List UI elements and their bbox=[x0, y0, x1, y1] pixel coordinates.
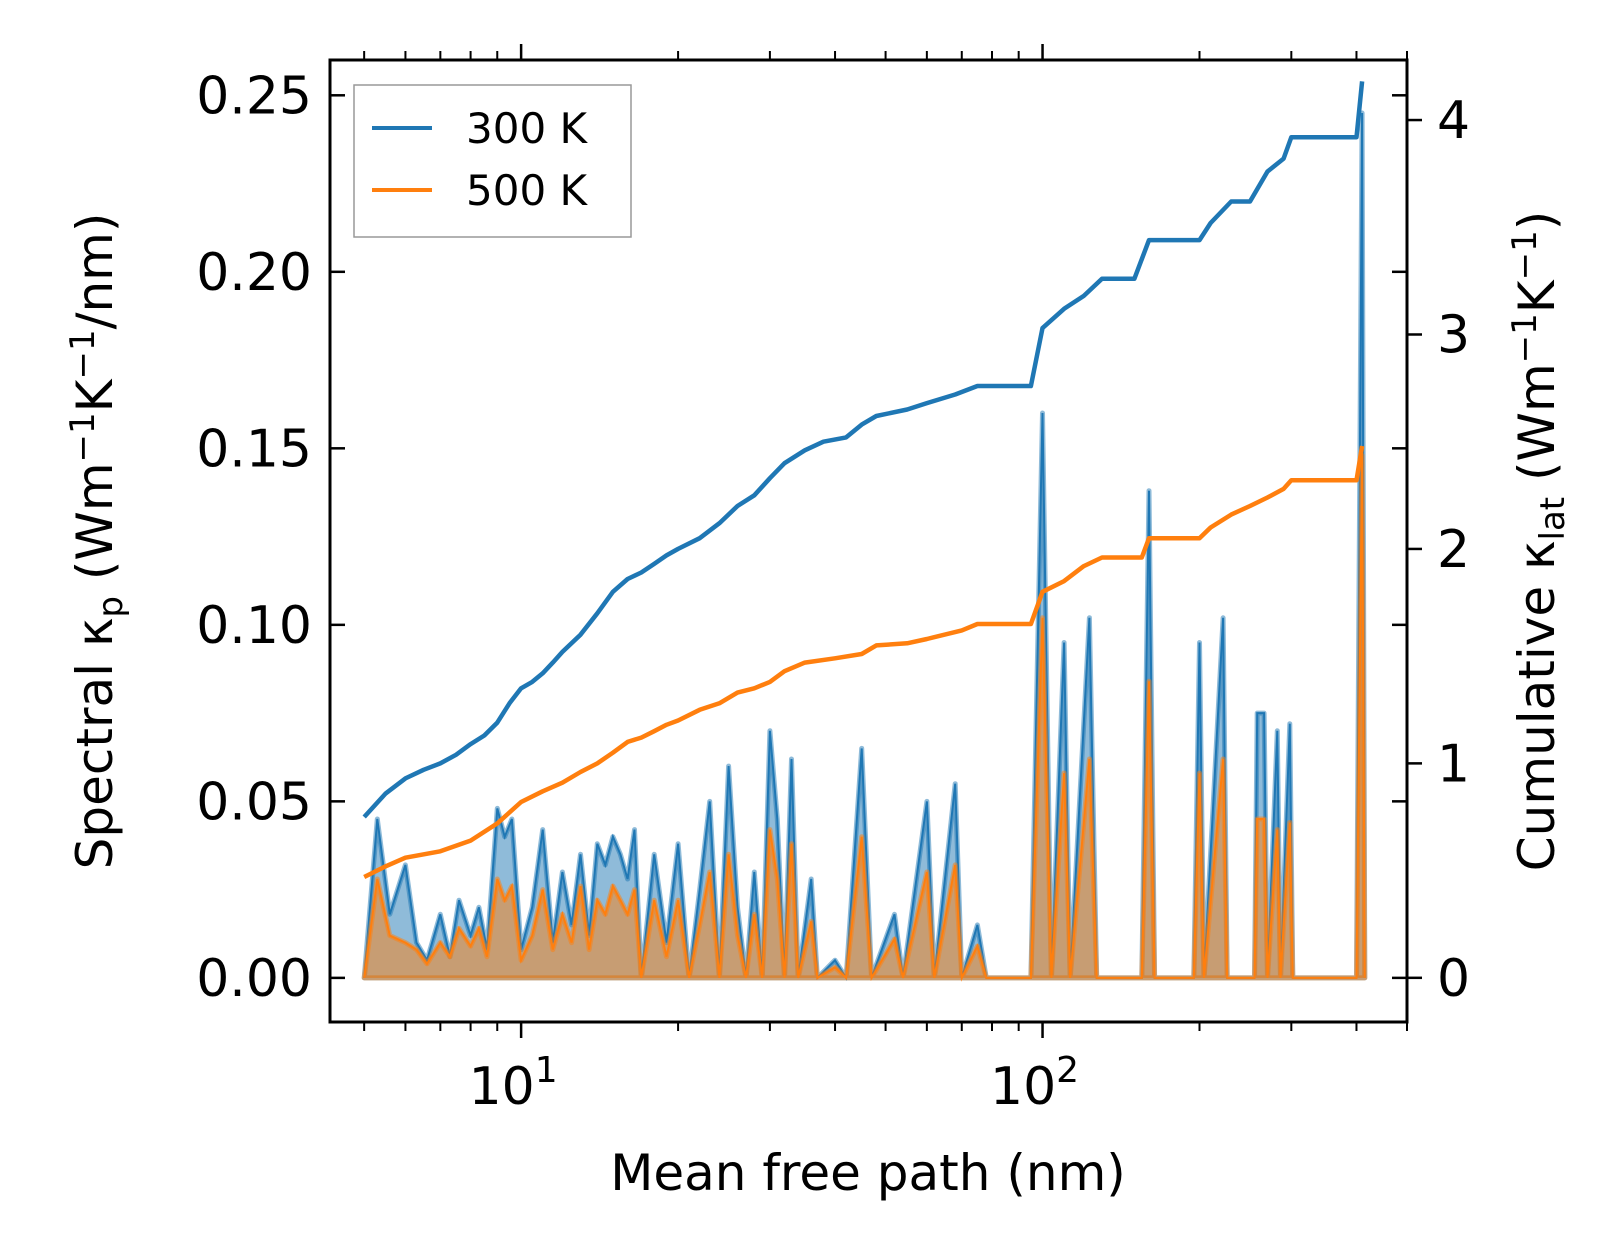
y-axis-right-label: Cumulative κlat (Wm−1K−1) bbox=[1505, 211, 1573, 871]
x-tick-label: 101 bbox=[469, 1050, 558, 1117]
y-right-tick-label: 4 bbox=[1437, 91, 1470, 151]
y-right-tick-label: 3 bbox=[1437, 305, 1470, 365]
legend-label-300k: 300 K bbox=[466, 104, 589, 153]
x-tick-label: 102 bbox=[990, 1050, 1079, 1117]
y-right-label-unit: (Wm−1K−1) bbox=[1505, 211, 1566, 497]
y-left-label-unit: (Wm−1K−1/nm) bbox=[63, 213, 124, 596]
plot-frame bbox=[328, 58, 1409, 1024]
legend-box bbox=[353, 84, 632, 238]
spectral-line-300k bbox=[363, 112, 1366, 982]
y-right-tick-label: 0 bbox=[1437, 949, 1470, 1009]
y-left-tick-label: 0.10 bbox=[196, 596, 312, 656]
y-left-tick-label: 0.05 bbox=[196, 772, 312, 832]
y-right-tick-label: 1 bbox=[1437, 734, 1470, 794]
x-axis-label: Mean free path (nm) bbox=[610, 1144, 1126, 1202]
y-left-label-main: Spectral κ bbox=[66, 618, 124, 870]
tick-labels: 0.00 0.05 0.10 0.15 0.20 0.25 0 1 2 3 4 101 102 bbox=[196, 66, 1470, 1117]
y-left-tick-label: 0.00 bbox=[196, 949, 312, 1009]
spectral-fills bbox=[361, 110, 1368, 982]
cumulative-line-300k bbox=[362, 81, 1365, 819]
x-tick-exponent: 2 bbox=[1056, 1050, 1079, 1091]
legend-label-500k: 500 K bbox=[466, 166, 589, 215]
cumulative-line-500k bbox=[363, 445, 1365, 880]
x-tick-exponent: 1 bbox=[535, 1050, 558, 1091]
y-left-tick-label: 0.20 bbox=[196, 243, 312, 303]
legend: 300 K 500 K bbox=[353, 84, 632, 238]
axis-ticks bbox=[330, 44, 1422, 1038]
y-left-tick-label: 0.15 bbox=[196, 419, 312, 479]
cumulative-lines bbox=[362, 81, 1365, 880]
spectral-line-500k bbox=[363, 455, 1366, 982]
y-left-label-sub: p bbox=[91, 596, 131, 618]
y-right-label-sub: lat bbox=[1533, 497, 1573, 541]
y-axis-left-label: Spectral κp (Wm−1K−1/nm) bbox=[63, 213, 131, 870]
y-left-tick-label: 0.25 bbox=[196, 66, 312, 126]
y-right-tick-label: 2 bbox=[1437, 520, 1470, 580]
y-right-label-main: Cumulative κ bbox=[1508, 540, 1566, 871]
